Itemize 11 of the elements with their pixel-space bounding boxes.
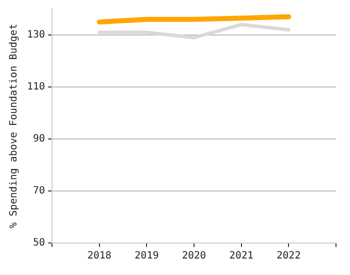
y-tick-label: 130: [27, 30, 46, 41]
y-tick-label: 70: [33, 186, 46, 197]
y-axis-title: % Spending above Foundation Budget: [8, 24, 20, 228]
x-tick-label: 2021: [229, 250, 254, 262]
x-tick-label: 2020: [182, 250, 206, 262]
y-tick-label: 90: [33, 134, 46, 145]
x-tick-label: 2019: [134, 250, 159, 262]
y-tick-label: 110: [27, 82, 46, 93]
x-tick-label: 2018: [87, 250, 112, 262]
x-tick-label: 2022: [276, 250, 301, 262]
y-tick-label: 50: [33, 238, 46, 249]
